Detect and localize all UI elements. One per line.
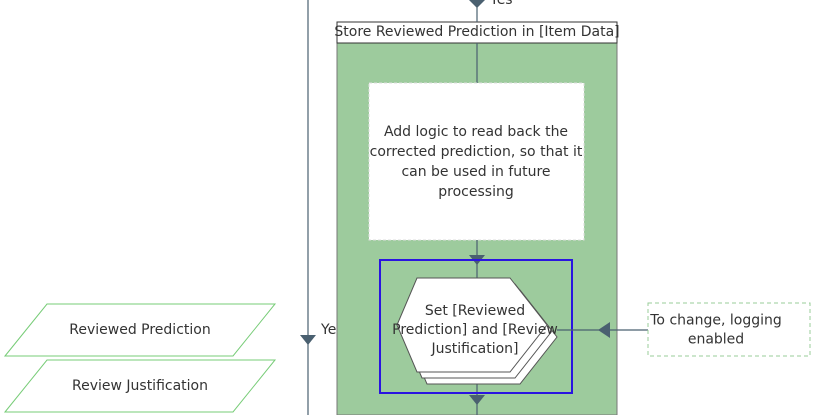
- text-line: corrected prediction, so that it: [370, 144, 583, 160]
- comment-text: To change, logging enabled: [649, 313, 782, 348]
- text-line: can be used in future: [401, 164, 550, 180]
- note[interactable]: [368, 82, 585, 241]
- stage[interactable]: [396, 277, 548, 373]
- text-line: enabled: [688, 332, 744, 348]
- arrow: [300, 335, 316, 345]
- stage-text: Set [Reviewed Prediction] and [Review Just…: [392, 303, 558, 357]
- data-item-label: Review Justification: [72, 378, 208, 394]
- text-line: To change, logging: [649, 313, 782, 329]
- data-item[interactable]: [3, 303, 277, 357]
- text-line: Set [Reviewed: [425, 303, 525, 319]
- text-line: processing: [438, 184, 513, 200]
- arrow: [469, 0, 485, 8]
- comment[interactable]: [647, 302, 811, 357]
- data-item[interactable]: [3, 359, 277, 413]
- text-line: Add logic to read back the: [384, 124, 568, 140]
- connector-label: Yes: [489, 0, 513, 8]
- text-line: Justification]: [430, 341, 518, 357]
- text-line: Prediction] and [Review: [392, 322, 558, 338]
- data-item-label: Reviewed Prediction: [69, 322, 210, 338]
- note-text: Add logic to read back the corrected pred…: [370, 124, 583, 200]
- block-title: Store Reviewed Prediction in [Item Data]: [334, 24, 619, 40]
- arrow: [469, 395, 485, 405]
- selection: [379, 259, 573, 394]
- arrow: [598, 322, 610, 338]
